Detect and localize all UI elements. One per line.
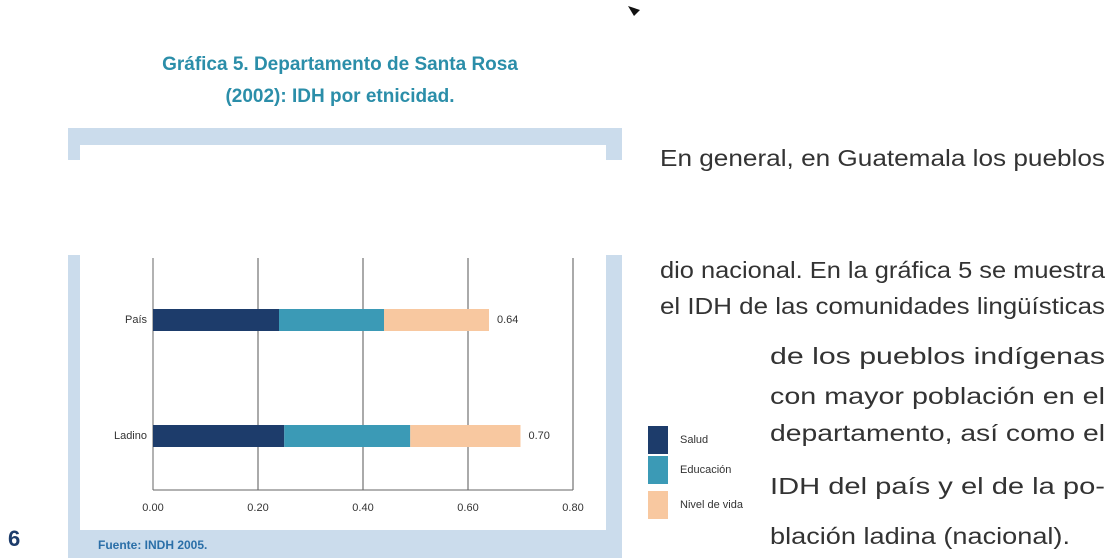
page-number: 6 [8,526,20,551]
y-tick-label: País [125,314,148,326]
total-label: 0.64 [497,314,518,326]
legend-label: Nivel de vida [680,499,744,511]
body-text: dio nacional. En la gráfica 5 se muestra [660,257,1105,283]
scan-mark [628,6,640,16]
body-text: blación ladina (nacional). [770,523,1070,549]
x-tick-label: 0.20 [247,502,268,514]
bar-segment [153,425,285,447]
total-label: 0.70 [529,430,550,442]
bar-segment [410,425,521,447]
x-tick-label: 0.60 [457,502,478,514]
body-text: IDH del país y el de la po- [770,473,1105,499]
legend-swatch [648,456,668,484]
body-text: En general, en Guatemala los pueblos [660,145,1105,171]
figure-panel [80,145,606,160]
bar-segment [279,309,384,331]
legend-swatch [648,491,668,519]
figure-title: Gráfica 5. Departamento de Santa Rosa [162,54,518,75]
x-tick-label: 0.80 [562,502,583,514]
body-text: con mayor población en el [770,383,1105,409]
legend-label: Salud [680,434,708,446]
x-tick-label: 0.00 [142,502,163,514]
body-text: el IDH de las comunidades lingüísticas [660,293,1105,319]
figure-source: Fuente: INDH 2005. [98,538,207,552]
bar-segment [384,309,489,331]
figure-panel [80,255,606,530]
legend-label: Educación [680,464,731,476]
x-tick-label: 0.40 [352,502,373,514]
bar-segment [153,309,279,331]
figure-title: (2002): IDH por etnicidad. [225,86,454,107]
body-text: de los pueblos indígenas [770,343,1105,369]
bar-segment [284,425,411,447]
y-tick-label: Ladino [114,430,147,442]
legend-swatch [648,426,668,454]
body-text: departamento, así como el [770,420,1105,446]
